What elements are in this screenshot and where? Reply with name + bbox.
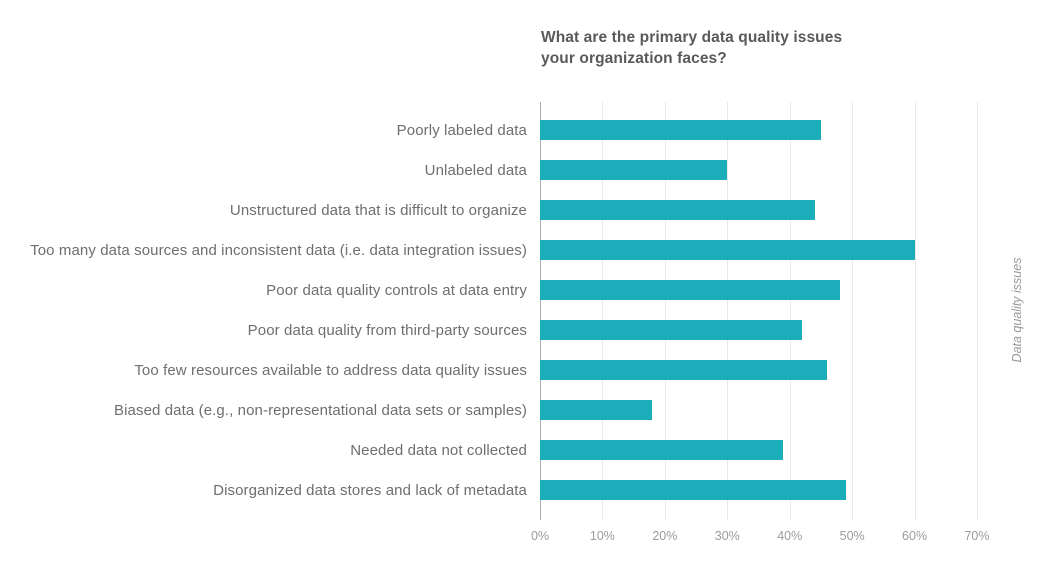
bar [540,320,803,340]
x-tick-label: 0% [530,529,550,543]
chart-row: Too few resources available to address d… [0,350,977,390]
gridline [977,102,978,520]
bar-track [540,350,977,390]
x-tick-label: 50% [839,529,865,543]
bar-track [540,470,977,510]
gridline [852,102,854,520]
category-label: Unstructured data that is difficult to o… [229,201,527,219]
bar-track [540,270,977,310]
bar-track [540,430,977,470]
x-tick-label: 70% [964,529,990,543]
chart-row: Poor data quality from third-party sourc… [0,310,977,350]
category-label: Poor data quality from third-party sourc… [247,321,527,339]
right-axis-label: Data quality issues [1010,257,1024,363]
bar-track [540,190,977,230]
x-tick-label: 20% [652,529,678,543]
gridline [727,102,729,520]
chart-title-line2: your organization faces? [541,50,727,67]
gridline [914,102,916,520]
chart-title-line1: What are the primary data quality issues [541,29,843,46]
chart-row: Needed data not collected [0,430,977,470]
gridlines [540,102,978,520]
category-label: Biased data (e.g., non-representational … [114,401,527,419]
chart-row: Disorganized data stores and lack of met… [0,470,977,510]
bar [540,120,821,140]
x-axis-ticks: 0% 10% 20% 30% 40% 50% 60% 70% [531,529,990,547]
bar [540,280,840,300]
chart-title: What are the primary data quality issues… [541,27,842,69]
chart-row: Poor data quality controls at data entry [0,270,977,310]
bar-track [540,150,977,190]
chart-row: Unlabeled data [0,150,977,190]
bar-track [540,390,977,430]
gridline [789,102,791,520]
gridline [602,102,604,520]
bar [540,160,728,180]
bar-track [540,230,977,270]
x-tick-label: 30% [714,529,740,543]
category-label: Poorly labeled data [396,121,527,139]
chart-row: Unstructured data that is difficult to o… [0,190,977,230]
category-label: Poor data quality controls at data entry [266,281,527,299]
x-tick-label: 40% [777,529,803,543]
category-label: Too few resources available to address d… [134,361,527,379]
category-label: Unlabeled data [424,161,527,179]
category-label: Too many data sources and inconsistent d… [30,241,527,259]
bar-track [540,110,977,150]
bar [540,200,815,220]
chart-row: Poorly labeled data [0,110,977,150]
bar-track [540,310,977,350]
chart-row: Biased data (e.g., non-representational … [0,390,977,430]
bar [540,400,653,420]
category-label: Needed data not collected [350,441,527,459]
x-tick-label: 60% [902,529,928,543]
chart-row: Too many data sources and inconsistent d… [0,230,977,270]
bar [540,480,846,500]
axis-zero-line [540,102,541,520]
bar-rows: Poorly labeled data Unlabeled data Unstruc… [0,110,977,510]
bar [540,360,828,380]
bar [540,440,784,460]
x-tick-label: 10% [589,529,615,543]
gridline [664,102,666,520]
category-label: Disorganized data stores and lack of met… [213,481,527,499]
bar [540,240,915,260]
